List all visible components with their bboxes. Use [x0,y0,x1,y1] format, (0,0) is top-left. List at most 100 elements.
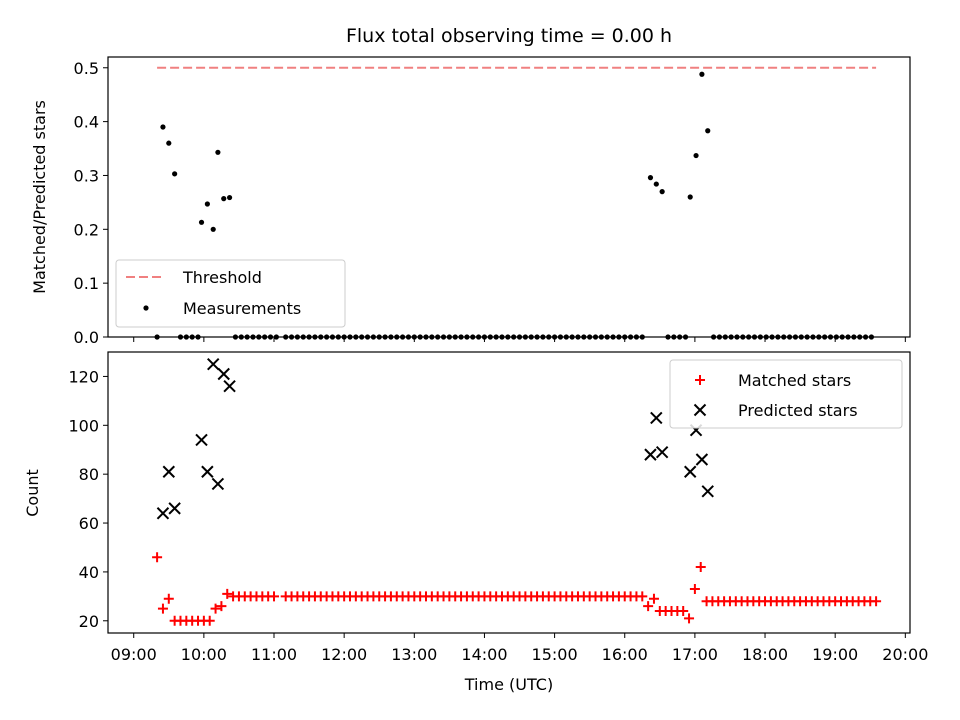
measurement-point [677,334,683,340]
y-tick-label: 0.2 [74,220,99,239]
measurement-point [647,175,654,181]
measurement-point [627,334,634,340]
x-tick-label: 09:00 [111,645,157,664]
measurement-point [288,334,295,340]
legend-matched-label: Matched stars [738,371,851,390]
y-tick-label: 0.5 [74,59,99,78]
measurement-point [359,334,365,340]
legend-predicted-label: Predicted stars [738,401,858,420]
measurement-point [798,334,804,340]
measurement-point [775,334,781,340]
measurement-point [172,171,178,177]
legend-threshold-label: Threshold [182,268,262,287]
measurement-point [563,334,569,340]
measurement-point [283,334,289,340]
measurement-point [464,334,470,340]
measurement-point [215,149,221,155]
measurement-point [376,334,382,340]
measurement-point [665,334,671,340]
measurement-point [769,334,775,340]
measurement-point [470,334,476,340]
top-y-axis-label: Matched/Predicted stars [30,100,49,294]
x-axis-label: Time (UTC) [464,675,553,694]
measurement-point [312,334,318,340]
predicted-star-point [695,453,709,466]
measurement-point [226,194,233,201]
measurement-point [528,334,534,340]
measurement-point [353,334,359,340]
measurement-point [267,334,274,340]
measurement-point [633,334,640,340]
measurement-point [540,334,546,340]
measurement-point [786,334,793,340]
matched-star-point [163,593,174,604]
measurement-point [198,219,205,225]
x-tick-label: 19:00 [812,645,858,664]
measurement-point [757,334,763,340]
y-tick-label: 20 [79,612,99,631]
predicted-star-point [207,358,220,371]
predicted-star-point [195,433,208,447]
measurement-point [394,334,400,340]
y-tick-label: 120 [68,367,99,386]
x-tick-label: 18:00 [742,645,788,664]
measurement-point [763,334,769,340]
measurement-point [616,334,622,340]
measurement-point [862,334,869,340]
measurement-point [177,334,184,340]
predicted-star-point [201,465,214,478]
legend-measurements-swatch [143,305,149,311]
predicted-star-point [223,380,236,393]
measurement-point [335,334,341,340]
bottom-y-axis-label: Count [23,469,42,517]
measurement-point [370,334,376,340]
legend-box [669,359,903,429]
measurement-point [581,334,587,340]
measurement-point [722,334,728,340]
legend-predicted-swatch [693,403,707,417]
predicted-star-point [644,448,657,461]
predicted-star-point [217,367,230,381]
measurement-point [183,334,189,340]
measurement-point [250,334,256,340]
matched-star-point [222,588,233,599]
measurement-point [728,334,734,340]
measurement-point [400,334,406,340]
measurement-point [347,334,353,340]
measurement-point [382,334,388,340]
predicted-star-point [701,485,714,498]
measurement-point [522,334,528,340]
x-tick-label: 20:00 [882,645,928,664]
matched-star-point [643,601,654,612]
measurement-point [671,334,677,340]
measurement-point [781,334,787,340]
measurement-point [262,334,268,340]
measurement-point [423,334,429,340]
measurement-point [244,334,250,340]
predicted-star-point [162,465,176,478]
measurement-point [682,334,689,340]
y-tick-label: 40 [79,563,99,582]
predicted-star-point [655,445,669,459]
measurement-point [273,334,279,340]
y-tick-label: 0.1 [74,274,99,293]
measurement-point [511,334,517,340]
predicted-star-point [684,465,697,478]
measurement-point [458,334,464,340]
measurement-point [341,334,347,340]
matched-star-point [695,562,706,573]
measurement-point [857,334,863,340]
x-tick-label: 14:00 [461,645,507,664]
measurement-point [417,334,423,340]
measurement-point [505,334,511,340]
x-tick-label: 12:00 [321,645,367,664]
measurement-point [710,334,717,340]
matched-star-point [648,593,659,604]
measurement-point [487,334,493,340]
measurement-point [827,334,834,340]
measurement-point [792,334,799,340]
measurement-point [318,334,324,340]
legend-measurements-label: Measurements [183,299,301,318]
measurement-point [716,334,723,340]
matched-star-point [678,606,689,617]
